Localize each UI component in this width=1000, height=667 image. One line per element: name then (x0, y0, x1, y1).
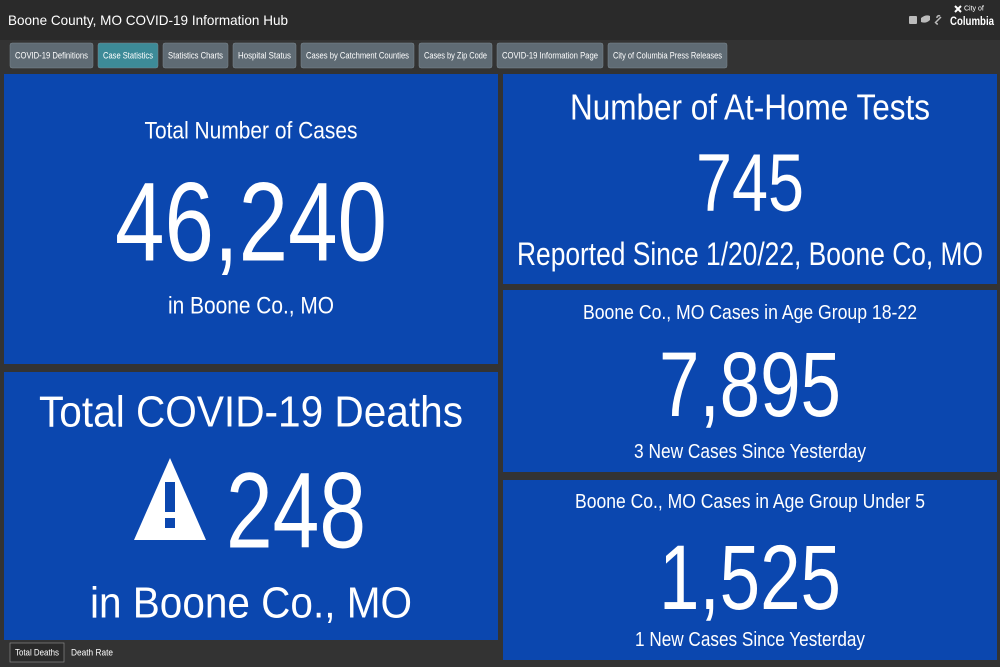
facebook-icon[interactable] (909, 16, 917, 24)
panel-subtitle: 3 New Cases Since Yesterday (634, 441, 866, 463)
panel-value: 1,525 (659, 527, 841, 629)
panel: Boone Co., MO Cases in Age Group 18-22 7… (503, 290, 997, 472)
logo-text: City of (964, 6, 984, 13)
panel-value: 248 (226, 450, 366, 571)
tab[interactable]: Statistics Charts (162, 42, 229, 69)
tab-label: Statistics Charts (168, 51, 223, 61)
bottom-tab-background (9, 642, 65, 663)
tab-background (9, 42, 94, 69)
tab-label: Cases by Zip Code (424, 51, 487, 61)
tab-label: Cases by Catchment Counties (306, 51, 409, 61)
bottom-tab-label: Death Rate (71, 648, 113, 658)
tab-label: COVID-19 Information Page (502, 51, 598, 61)
link-icon[interactable] (934, 14, 942, 25)
tab-background (607, 42, 728, 69)
warning-icon (134, 458, 206, 540)
panel-title: Boone Co., MO Cases in Age Group 18-22 (583, 302, 917, 324)
panel-background (503, 74, 997, 284)
social-icons (909, 14, 942, 25)
tab-background (418, 42, 493, 69)
panel-title: Boone Co., MO Cases in Age Group Under 5 (575, 491, 925, 513)
twitter-icon[interactable] (921, 15, 930, 23)
panel-background (4, 372, 498, 640)
panel-subtitle: in Boone Co., MO (168, 293, 334, 320)
bottom-tab-label: Total Deaths (15, 648, 59, 658)
tab[interactable]: City of Columbia Press Releases (607, 42, 728, 69)
tab-background (97, 42, 159, 69)
panel: Number of At-Home Tests 745 Reported Sin… (503, 74, 997, 284)
panel-subtitle: in Boone Co., MO (90, 579, 412, 628)
panel-background (503, 480, 997, 660)
panel: Boone Co., MO Cases in Age Group Under 5… (503, 480, 997, 660)
bottom-tab-background (66, 643, 118, 662)
tab-label: COVID-19 Definitions (15, 51, 88, 61)
panel-value: 745 (696, 138, 804, 229)
tab[interactable]: Cases by Catchment Counties (300, 42, 415, 69)
header-title: Boone County, MO COVID-19 Information Hu… (8, 12, 288, 28)
panel-subtitle: Reported Since 1/20/22, Boone Co, MO (517, 236, 983, 272)
panel-background (4, 74, 498, 364)
tab-label: City of Columbia Press Releases (613, 51, 722, 61)
panel-value: 7,895 (659, 334, 841, 436)
header-bar (0, 0, 1000, 40)
tab-label: Hospital Status (238, 51, 291, 61)
panel-title: Total COVID-19 Deaths (39, 388, 463, 437)
tab[interactable]: COVID-19 Information Page (496, 42, 604, 69)
tab-background (496, 42, 604, 69)
panel-subtitle: 1 New Cases Since Yesterday (635, 629, 865, 651)
tab-background (162, 42, 229, 69)
bottom-tab-bar: Total Deaths Death Rate (9, 642, 118, 663)
panel-title: Number of At-Home Tests (570, 87, 930, 128)
panel-title: Total Number of Cases (145, 118, 358, 145)
logo[interactable]: City of Columbia (950, 5, 994, 29)
tab-bar: COVID-19 Definitions Case Statistics Stati… (9, 42, 728, 69)
tab-background (232, 42, 297, 69)
logo-mark (954, 5, 962, 13)
panel-value: 46,240 (115, 160, 387, 285)
bottom-tab[interactable]: Death Rate (66, 643, 118, 662)
panel: Total Number of Cases 46,240 in Boone Co… (4, 74, 498, 364)
tab[interactable]: Hospital Status (232, 42, 297, 69)
panel-background (503, 290, 997, 472)
tab-label: Case Statistics (103, 51, 153, 61)
tab[interactable]: Case Statistics (97, 42, 159, 69)
logo-text: Columbia (950, 14, 994, 28)
tab-background (300, 42, 415, 69)
panel: Total COVID-19 Deaths 248 in Boone Co., … (4, 372, 498, 640)
tab[interactable]: Cases by Zip Code (418, 42, 493, 69)
tab[interactable]: COVID-19 Definitions (9, 42, 94, 69)
bottom-tab[interactable]: Total Deaths (9, 642, 65, 663)
